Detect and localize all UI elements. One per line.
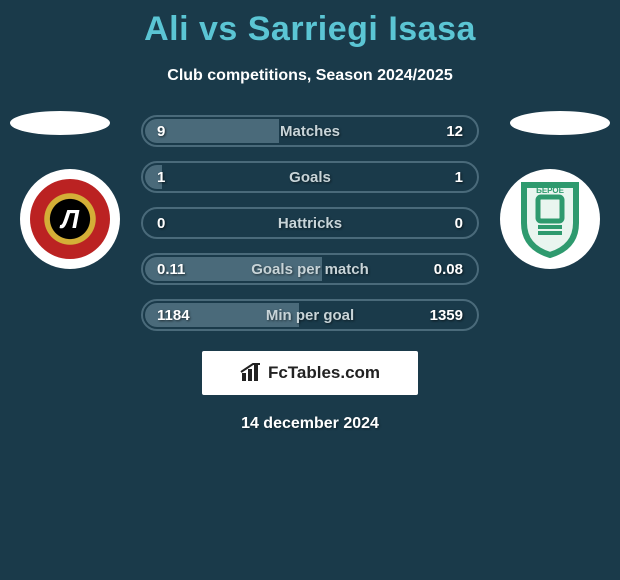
stat-row: 0.11 Goals per match 0.08 bbox=[141, 253, 479, 285]
stat-value-right: 12 bbox=[423, 123, 463, 140]
chart-icon bbox=[240, 363, 262, 383]
shield-icon: БЕРОЕ bbox=[514, 179, 586, 259]
stat-label: Goals per match bbox=[251, 261, 369, 278]
player-name-oval-left bbox=[10, 111, 110, 135]
club-badge-left-inner: Л bbox=[30, 179, 110, 259]
stat-label: Hattricks bbox=[278, 215, 342, 232]
stat-value-left: 9 bbox=[157, 123, 197, 140]
stat-value-right: 1 bbox=[423, 169, 463, 186]
stat-label: Goals bbox=[289, 169, 331, 186]
date-text: 14 december 2024 bbox=[0, 415, 620, 433]
brand-box: FcTables.com bbox=[202, 351, 418, 395]
stat-value-left: 1184 bbox=[157, 307, 197, 324]
club-badge-right-text: БЕРОЕ bbox=[536, 186, 565, 195]
stat-row: 1 Goals 1 bbox=[141, 161, 479, 193]
stat-value-left: 1 bbox=[157, 169, 197, 186]
brand-text: FcTables.com bbox=[268, 363, 380, 383]
stat-value-left: 0 bbox=[157, 215, 197, 232]
comparison-area: Л БЕРОЕ 9 Matches 12 1 Goals 1 0 Hattricks 0 0.11… bbox=[0, 115, 620, 433]
stat-value-left: 0.11 bbox=[157, 261, 197, 278]
stat-value-right: 0 bbox=[423, 215, 463, 232]
club-badge-right: БЕРОЕ bbox=[500, 169, 600, 269]
stat-row: 9 Matches 12 bbox=[141, 115, 479, 147]
club-badge-right-inner: БЕРОЕ bbox=[514, 179, 586, 259]
stat-label: Min per goal bbox=[266, 307, 354, 324]
stat-label: Matches bbox=[280, 123, 340, 140]
club-badge-left: Л bbox=[20, 169, 120, 269]
stat-row: 1184 Min per goal 1359 bbox=[141, 299, 479, 331]
player-name-oval-right bbox=[510, 111, 610, 135]
stat-rows: 9 Matches 12 1 Goals 1 0 Hattricks 0 0.11 Goals pe… bbox=[141, 115, 479, 331]
stat-value-right: 0.08 bbox=[423, 261, 463, 278]
page-title: Ali vs Sarriegi Isasa bbox=[0, 0, 620, 49]
stat-value-right: 1359 bbox=[423, 307, 463, 324]
stat-row: 0 Hattricks 0 bbox=[141, 207, 479, 239]
subtitle: Club competitions, Season 2024/2025 bbox=[0, 67, 620, 85]
